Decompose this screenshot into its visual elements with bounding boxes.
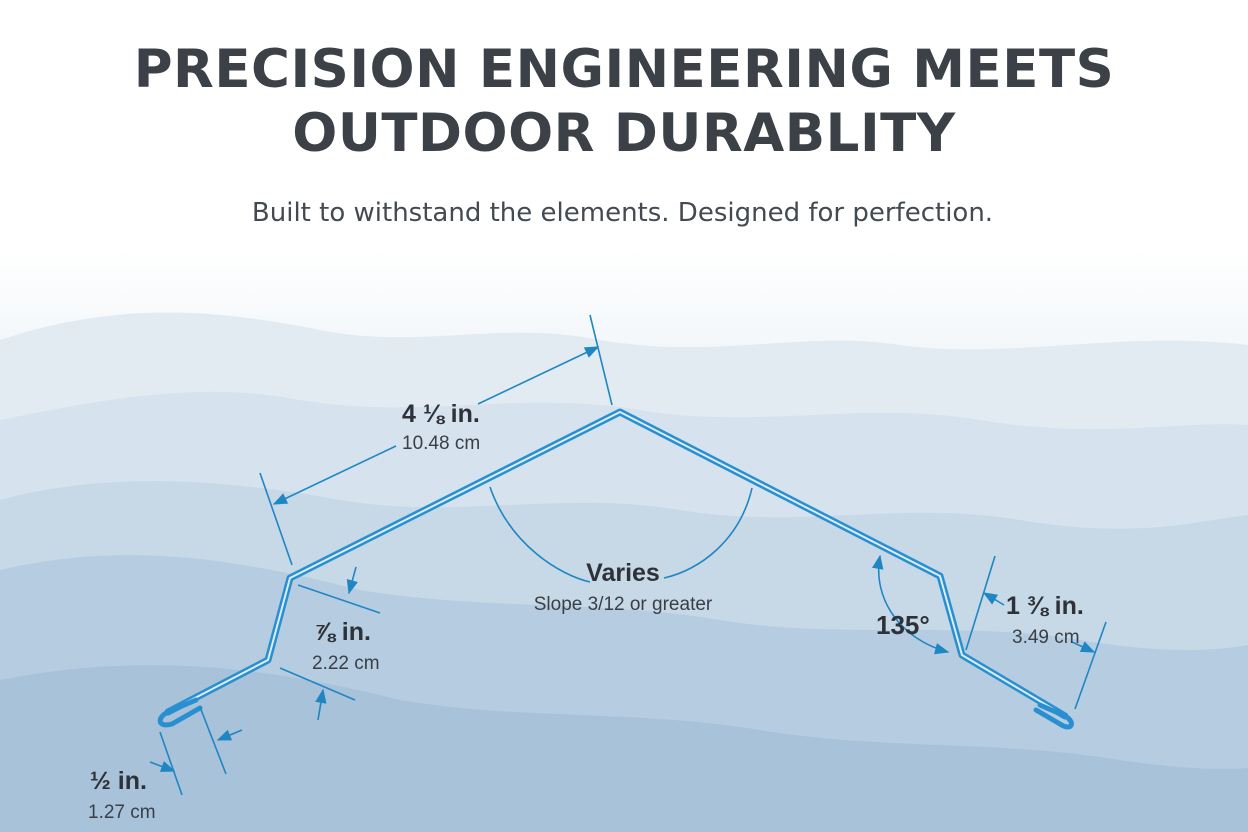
mountain-layer-near	[0, 665, 1248, 832]
hem-arrow-right	[216, 729, 243, 741]
dimension-lines	[149, 314, 1107, 796]
right-leg-arrow-bottom	[1071, 641, 1096, 653]
page-title: PRECISION ENGINEERING MEETS OUTDOOR DURA…	[0, 38, 1248, 166]
slope-extension-peak	[589, 314, 613, 406]
leg-extension-top	[297, 584, 381, 614]
leg-extension-bottom	[279, 667, 356, 701]
hem-extension-left	[159, 731, 183, 796]
right-leg-arrow-top	[982, 592, 1005, 606]
side-angle-arc	[872, 554, 950, 655]
page-subtitle: Built to withstand the elements. Designe…	[251, 198, 994, 228]
slope-run-imperial: 4 ⅛ in.	[402, 400, 480, 428]
side-angle-label: 135°	[876, 610, 930, 640]
leg-imperial: ⅞ in.	[314, 618, 371, 646]
metal-profile	[157, 408, 1074, 730]
right-leg-imperial: 1 ⅜ in.	[1006, 592, 1084, 620]
leg-arrow-top	[346, 566, 358, 595]
hem-metric: 1.27 cm	[88, 802, 156, 823]
title-line-2: OUTDOOR DURABLITY	[292, 103, 956, 164]
peak-angle-note: Slope 3/12 or greater	[534, 594, 713, 615]
peak-angle-arc-right	[663, 487, 753, 579]
right-leg-metric: 3.49 cm	[1012, 627, 1080, 648]
slope-extension-left	[259, 472, 293, 566]
peak-angle-label: Varies	[586, 559, 660, 587]
slope-run-metric: 10.48 cm	[402, 433, 480, 454]
peak-angle-arc	[489, 486, 591, 583]
right-hem-loop	[1033, 702, 1074, 730]
hem-extension-right	[199, 706, 227, 775]
profile-inner	[167, 411, 1066, 717]
slope-arrow-upper	[477, 346, 600, 405]
leg-metric: 2.22 cm	[312, 653, 380, 674]
right-leg-extension-top	[965, 555, 996, 651]
right-leg-extension-bottom	[1074, 621, 1107, 710]
slope-arrow-lower	[272, 445, 397, 505]
left-hem-loop	[157, 697, 203, 728]
hem-arrow-left	[149, 761, 176, 772]
hem-imperial: ½ in.	[90, 767, 147, 795]
leg-arrow-bottom	[315, 688, 327, 721]
title-line-1: PRECISION ENGINEERING MEETS	[133, 39, 1115, 100]
